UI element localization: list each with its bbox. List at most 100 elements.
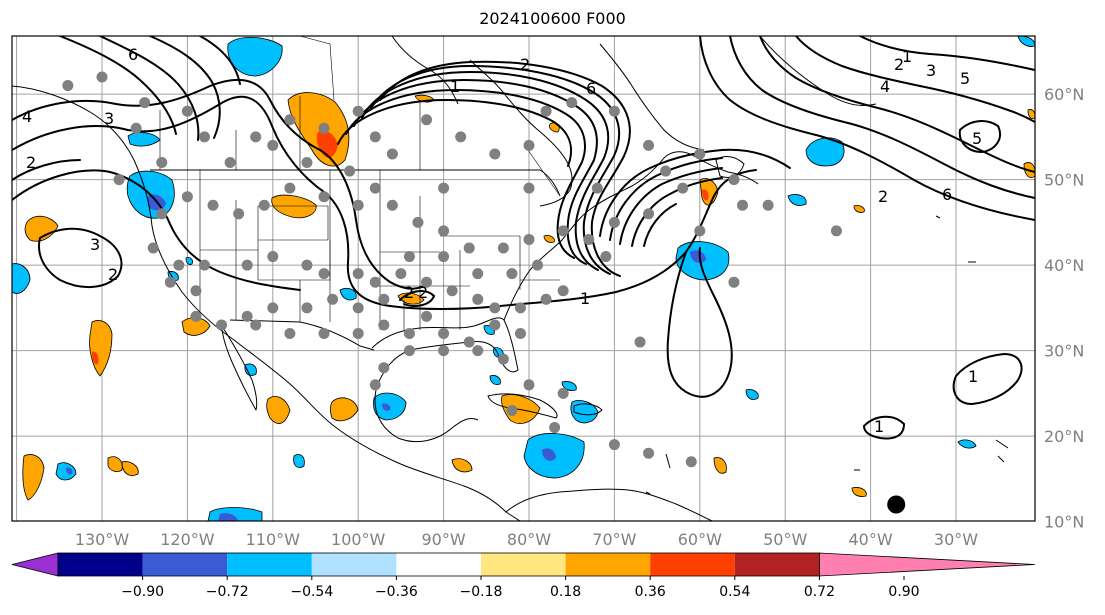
map-layers: 6 4 3 2 3 1 2 6 2 1 4 3 5 2 6 5 2 1 1 1 … [12,36,1035,521]
station-dot [207,199,219,211]
colorbar-tick-label: −0.54 [290,584,333,600]
colorbar-extend-max [819,552,1036,577]
colorbar-tick-label: −0.36 [375,584,418,600]
station-dot [762,199,774,211]
station-dot [352,268,364,280]
station-dot [250,131,262,143]
islands [645,215,1009,495]
lat-tick-label: 30°N [1044,342,1084,361]
contour-label: 5 [972,129,982,148]
hispaniola [573,403,603,416]
labrador-coast [599,43,705,151]
colorbar-tick-label: −0.72 [206,584,249,600]
longitude-labels: 130°W 120°W 110°W 100°W 90°W 80°W 70°W 60°W 50°W… [75,530,978,549]
station-dot [301,259,313,271]
station-dot [233,208,245,220]
station-dot [549,422,561,434]
contour-label: 2 [520,55,530,74]
lon-tick-label: 40°W [849,530,893,549]
map-title: 2024100600 F000 [479,9,626,28]
station-dot [318,191,330,203]
lat-tick-label: 20°N [1044,427,1084,446]
station-dot [198,259,210,271]
station-dot [463,242,475,254]
us-mexico-border [229,319,375,351]
station-dot [403,251,415,263]
station-dot [258,199,270,211]
colorbar-tick-label: 0.18 [550,584,581,600]
colorbar-segment [481,553,566,576]
map-frame [11,35,1036,522]
station-dot [284,114,296,126]
colorbar-tick-label: 0.90 [888,584,919,600]
station-dot [514,302,526,314]
station-dot [608,105,620,117]
station-dot [318,122,330,134]
colorbar-tick-label: −0.90 [121,584,164,600]
station-dot [369,276,381,288]
colorbar-segment [142,553,228,576]
station-dot [728,174,740,186]
contour-label: 2 [878,187,888,206]
station-dot [327,293,339,305]
us-canada-border [150,169,561,197]
station-dot [540,293,552,305]
colorbar-segment [734,553,820,576]
station-dot [395,268,407,280]
contour-label: 2 [418,283,428,302]
station-dot [164,276,176,288]
station-dot [506,404,518,416]
lon-tick-label: 50°W [763,530,807,549]
station-dot [403,328,415,339]
colorbar-tick-label: 0.54 [719,584,750,600]
lat-tick-label: 10°N [1044,513,1084,532]
station-dot [113,174,125,186]
station-dot [386,199,398,211]
lat-tick-label: 60°N [1044,85,1084,104]
station-dot [438,251,450,263]
station-dot [224,157,236,168]
station-dot [369,131,381,143]
colorbar-segment [311,553,397,576]
station-dot [318,268,330,280]
station-dot [190,285,202,297]
station-dot [532,259,544,271]
contour-label: 1 [902,47,912,66]
station-dot [694,225,706,237]
map-plot-area [12,36,1035,521]
colorbar-tick-label: −0.18 [460,584,503,600]
station-dot [412,216,424,228]
station-dot [284,328,296,339]
contour-label: 2 [404,283,414,302]
contour-label: 6 [942,185,952,204]
station-dot [403,345,415,357]
contour-west-ridge [12,78,431,290]
station-dot [489,319,501,331]
lon-tick-label: 80°W [507,530,551,549]
station-dot [728,276,740,288]
contour-label: 1 [968,367,978,386]
lon-tick-label: 120°W [160,530,215,549]
station-dot [156,208,168,220]
contour-label: 2 [26,153,36,172]
station-dot [497,242,509,254]
station-dot [216,319,228,331]
station-dot [344,165,356,177]
station-dot [489,148,501,160]
station-dot [506,268,518,280]
contour-label: 4 [22,107,32,126]
station-dot [523,182,535,194]
colorbar-segment [58,553,143,576]
station-dot [62,80,74,92]
station-dot [438,345,450,357]
contour-label: 1 [874,417,884,436]
station-dot [463,336,475,348]
station-dot [557,225,569,237]
station-dot [643,208,655,220]
station-dot [421,276,433,288]
contour-labels: 6 4 3 2 3 1 2 6 2 1 4 3 5 2 6 5 2 1 1 1 … [22,45,982,436]
lat-tick-label: 40°N [1044,256,1084,275]
south-america [505,488,713,521]
station-dot [489,302,501,314]
